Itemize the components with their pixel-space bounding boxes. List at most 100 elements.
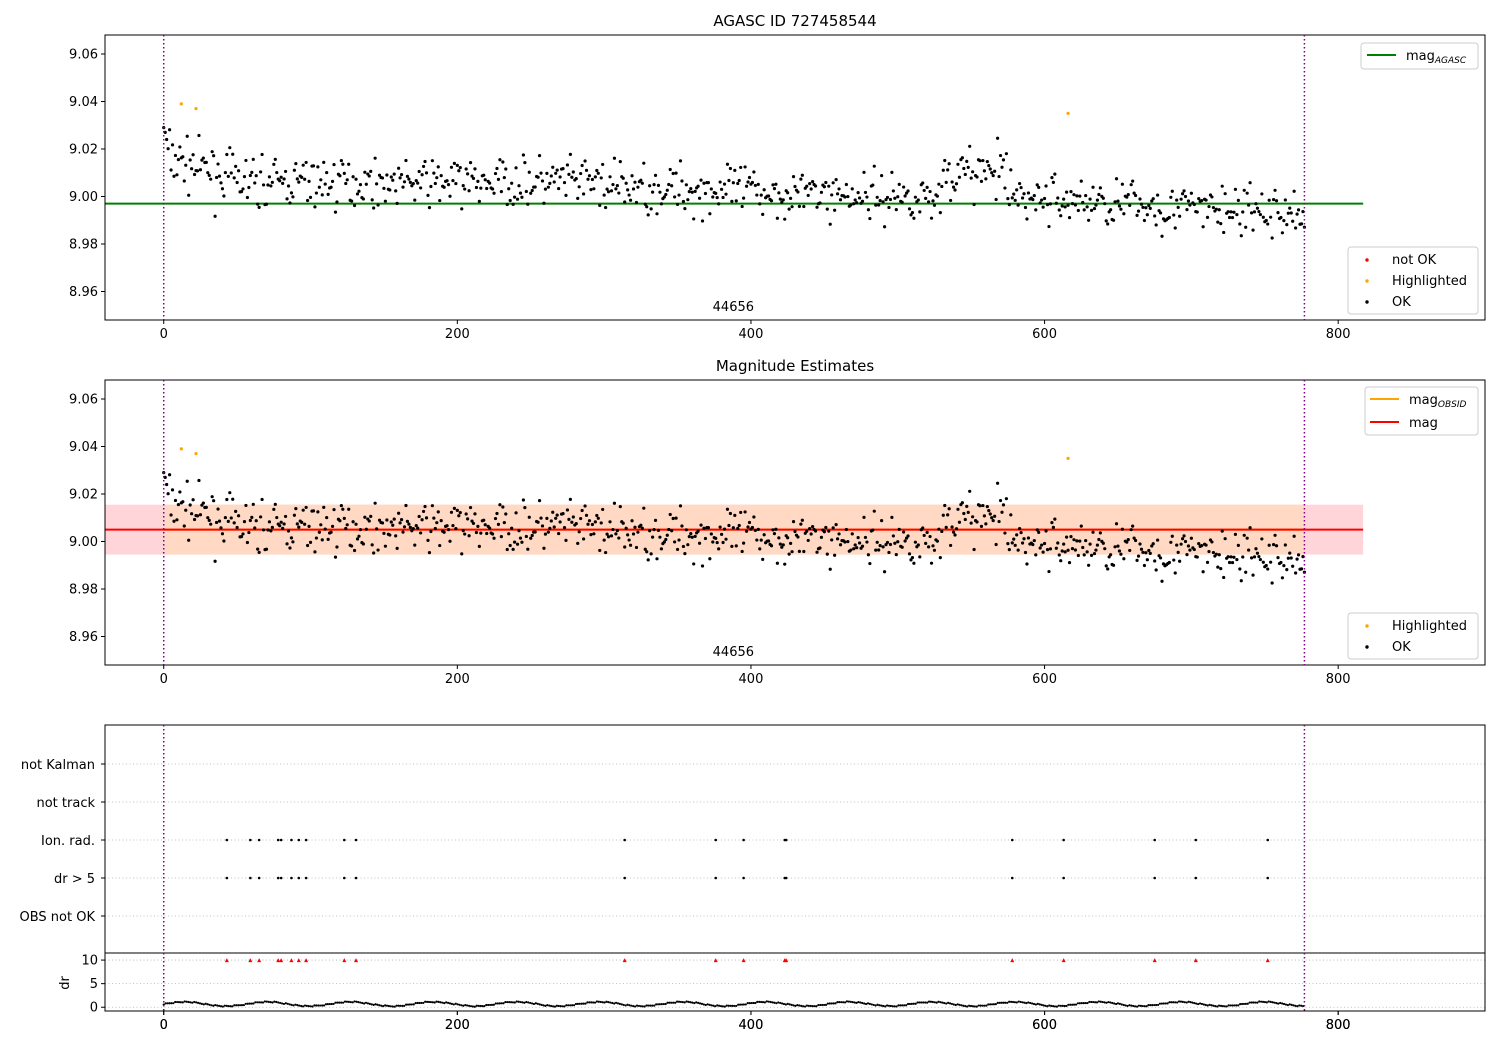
dr-point — [506, 1000, 509, 1004]
ok-point — [1079, 179, 1083, 183]
dr-point — [895, 1005, 898, 1008]
ok-point — [1167, 215, 1171, 220]
ok-point — [407, 522, 411, 526]
ok-point — [1182, 534, 1186, 538]
ok-point — [555, 168, 559, 172]
ok-point — [872, 509, 876, 513]
ok-point — [815, 550, 819, 554]
ok-point — [646, 213, 650, 217]
ok-point — [1292, 189, 1296, 193]
dr-point — [782, 1002, 786, 1006]
ok-point — [860, 544, 865, 548]
ok-point — [454, 181, 458, 186]
ok-point — [1132, 536, 1136, 540]
ok-point — [185, 134, 189, 138]
dr-point — [221, 1005, 224, 1008]
dr-point — [643, 1005, 646, 1008]
ok-point — [1106, 222, 1110, 226]
dr-point — [502, 1002, 505, 1005]
ok-point — [1192, 202, 1196, 207]
dr-point — [1092, 1000, 1095, 1004]
ok-point — [888, 197, 893, 202]
ok-point — [969, 176, 973, 180]
dr-point — [177, 1001, 181, 1004]
ok-point — [918, 210, 922, 214]
ok-point — [170, 143, 175, 147]
ok-point — [303, 522, 307, 526]
ok-point — [281, 181, 285, 185]
ok-point — [275, 515, 279, 520]
ok-point — [1288, 551, 1292, 555]
dr-point — [399, 1004, 402, 1007]
dr5-flag-point — [354, 876, 358, 880]
ok-point — [275, 170, 279, 175]
ok-point — [1241, 210, 1245, 214]
ok-point — [743, 510, 747, 514]
dr-point — [416, 1001, 419, 1005]
ok-point — [1066, 203, 1070, 207]
ok-point — [1261, 560, 1265, 564]
ok-point — [975, 175, 979, 179]
dr-point — [504, 1000, 507, 1004]
ok-point — [1034, 553, 1038, 557]
ok-point — [865, 540, 869, 544]
dr-point — [676, 1000, 679, 1003]
ok-point — [621, 521, 625, 525]
ok-point — [363, 170, 367, 174]
dr-point — [788, 1003, 791, 1006]
ok-point — [978, 159, 982, 163]
ok-point — [521, 153, 526, 157]
ok-point — [430, 504, 434, 508]
ok-point — [946, 168, 950, 172]
ok-point — [1053, 172, 1057, 176]
dr-point — [179, 1001, 182, 1004]
dr-point — [1193, 1001, 1196, 1005]
ok-point — [1182, 189, 1186, 193]
ok-point — [187, 193, 191, 197]
ok-point — [363, 515, 367, 519]
ok-point — [175, 518, 179, 522]
ok-point — [1214, 552, 1218, 556]
ok-point — [455, 163, 459, 167]
ok-point — [1013, 198, 1017, 202]
dr-point — [866, 1002, 870, 1005]
dr-point — [548, 1004, 551, 1007]
ok-point — [871, 183, 875, 187]
ok-point — [690, 535, 694, 539]
ok-point — [885, 195, 890, 200]
dr-point — [1174, 1001, 1177, 1004]
dr-point — [790, 1003, 793, 1006]
ok-point — [671, 516, 675, 521]
ok-point — [777, 191, 781, 195]
ok-point — [251, 502, 255, 506]
ok-point — [599, 176, 603, 180]
ok-point — [1299, 567, 1304, 571]
ok-point — [960, 156, 964, 160]
ok-point — [250, 170, 254, 174]
ok-point — [940, 529, 944, 534]
dr-point — [922, 1001, 925, 1004]
ok-point — [552, 180, 556, 184]
ok-point — [316, 510, 320, 514]
ok-point — [395, 201, 399, 205]
ok-point — [295, 177, 299, 181]
ok-point — [1247, 548, 1251, 552]
dr-point — [231, 1005, 234, 1008]
dr-point — [935, 1001, 938, 1004]
ok-point — [929, 561, 934, 565]
ok-point — [219, 526, 223, 530]
ok-point — [429, 529, 433, 534]
dr-point — [1013, 1001, 1017, 1004]
ok-point — [860, 199, 865, 203]
dr-point — [298, 1004, 301, 1007]
ok-point — [1273, 188, 1277, 192]
ok-point — [571, 515, 575, 519]
dr-point — [418, 1001, 421, 1005]
ok-point — [891, 189, 895, 193]
ok-point — [673, 540, 677, 544]
ok-point — [872, 164, 876, 168]
ok-point — [1188, 203, 1192, 207]
ok-point — [838, 198, 843, 202]
ok-point — [626, 188, 630, 192]
